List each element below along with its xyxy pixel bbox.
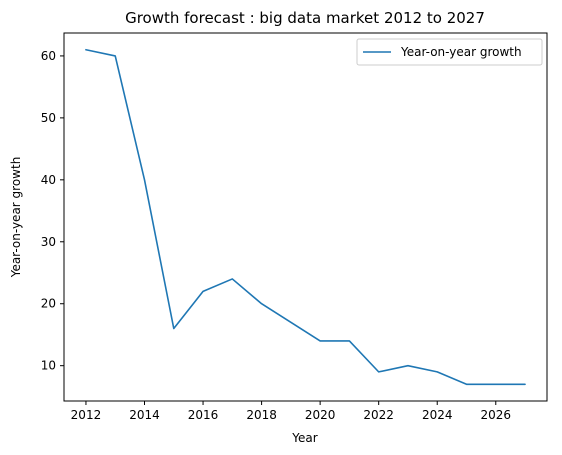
data-point bbox=[289, 321, 292, 324]
y-axis-label: Year-on-year growth bbox=[9, 157, 23, 279]
data-point bbox=[172, 327, 175, 330]
legend-label: Year-on-year growth bbox=[400, 45, 522, 59]
data-point bbox=[377, 370, 380, 373]
y-tick-label: 30 bbox=[41, 235, 56, 249]
x-tick-label: 2022 bbox=[363, 408, 394, 422]
x-tick-label: 2020 bbox=[305, 408, 336, 422]
x-axis-label: Year bbox=[291, 431, 317, 445]
series-layer bbox=[84, 48, 527, 386]
data-point bbox=[114, 54, 117, 57]
x-tick-label: 2024 bbox=[422, 408, 453, 422]
data-point bbox=[465, 383, 468, 386]
legend-box bbox=[356, 38, 543, 66]
data-point bbox=[436, 370, 439, 373]
x-tick-label: 2012 bbox=[71, 408, 102, 422]
data-point bbox=[143, 178, 146, 181]
y-tick-label: 60 bbox=[41, 49, 56, 63]
data-point bbox=[260, 302, 263, 305]
y-tick-label: 20 bbox=[41, 297, 56, 311]
plot-area-frame bbox=[63, 32, 548, 402]
series-line bbox=[85, 48, 526, 386]
x-tick-label: 2026 bbox=[480, 408, 511, 422]
data-point bbox=[524, 383, 527, 386]
y-tick-label: 50 bbox=[41, 111, 56, 125]
axis-ticks: 2012 2014 2016 2018 2020 2022 2024 2026 10 20 30 40… bbox=[41, 49, 511, 422]
data-point bbox=[84, 48, 87, 51]
x-tick-label: 2016 bbox=[188, 408, 219, 422]
chart-title: Growth forecast : big data market 2012 t… bbox=[125, 9, 485, 27]
data-point bbox=[348, 339, 351, 342]
data-point bbox=[202, 290, 205, 293]
x-tick-label: 2014 bbox=[129, 408, 160, 422]
data-point bbox=[494, 383, 497, 386]
x-tick-label: 2018 bbox=[246, 408, 277, 422]
data-point bbox=[319, 339, 322, 342]
data-point bbox=[231, 277, 234, 280]
legend: Year-on-year growth bbox=[356, 38, 543, 66]
y-tick-label: 40 bbox=[41, 173, 56, 187]
data-point bbox=[406, 364, 409, 367]
y-tick-label: 10 bbox=[41, 359, 56, 373]
